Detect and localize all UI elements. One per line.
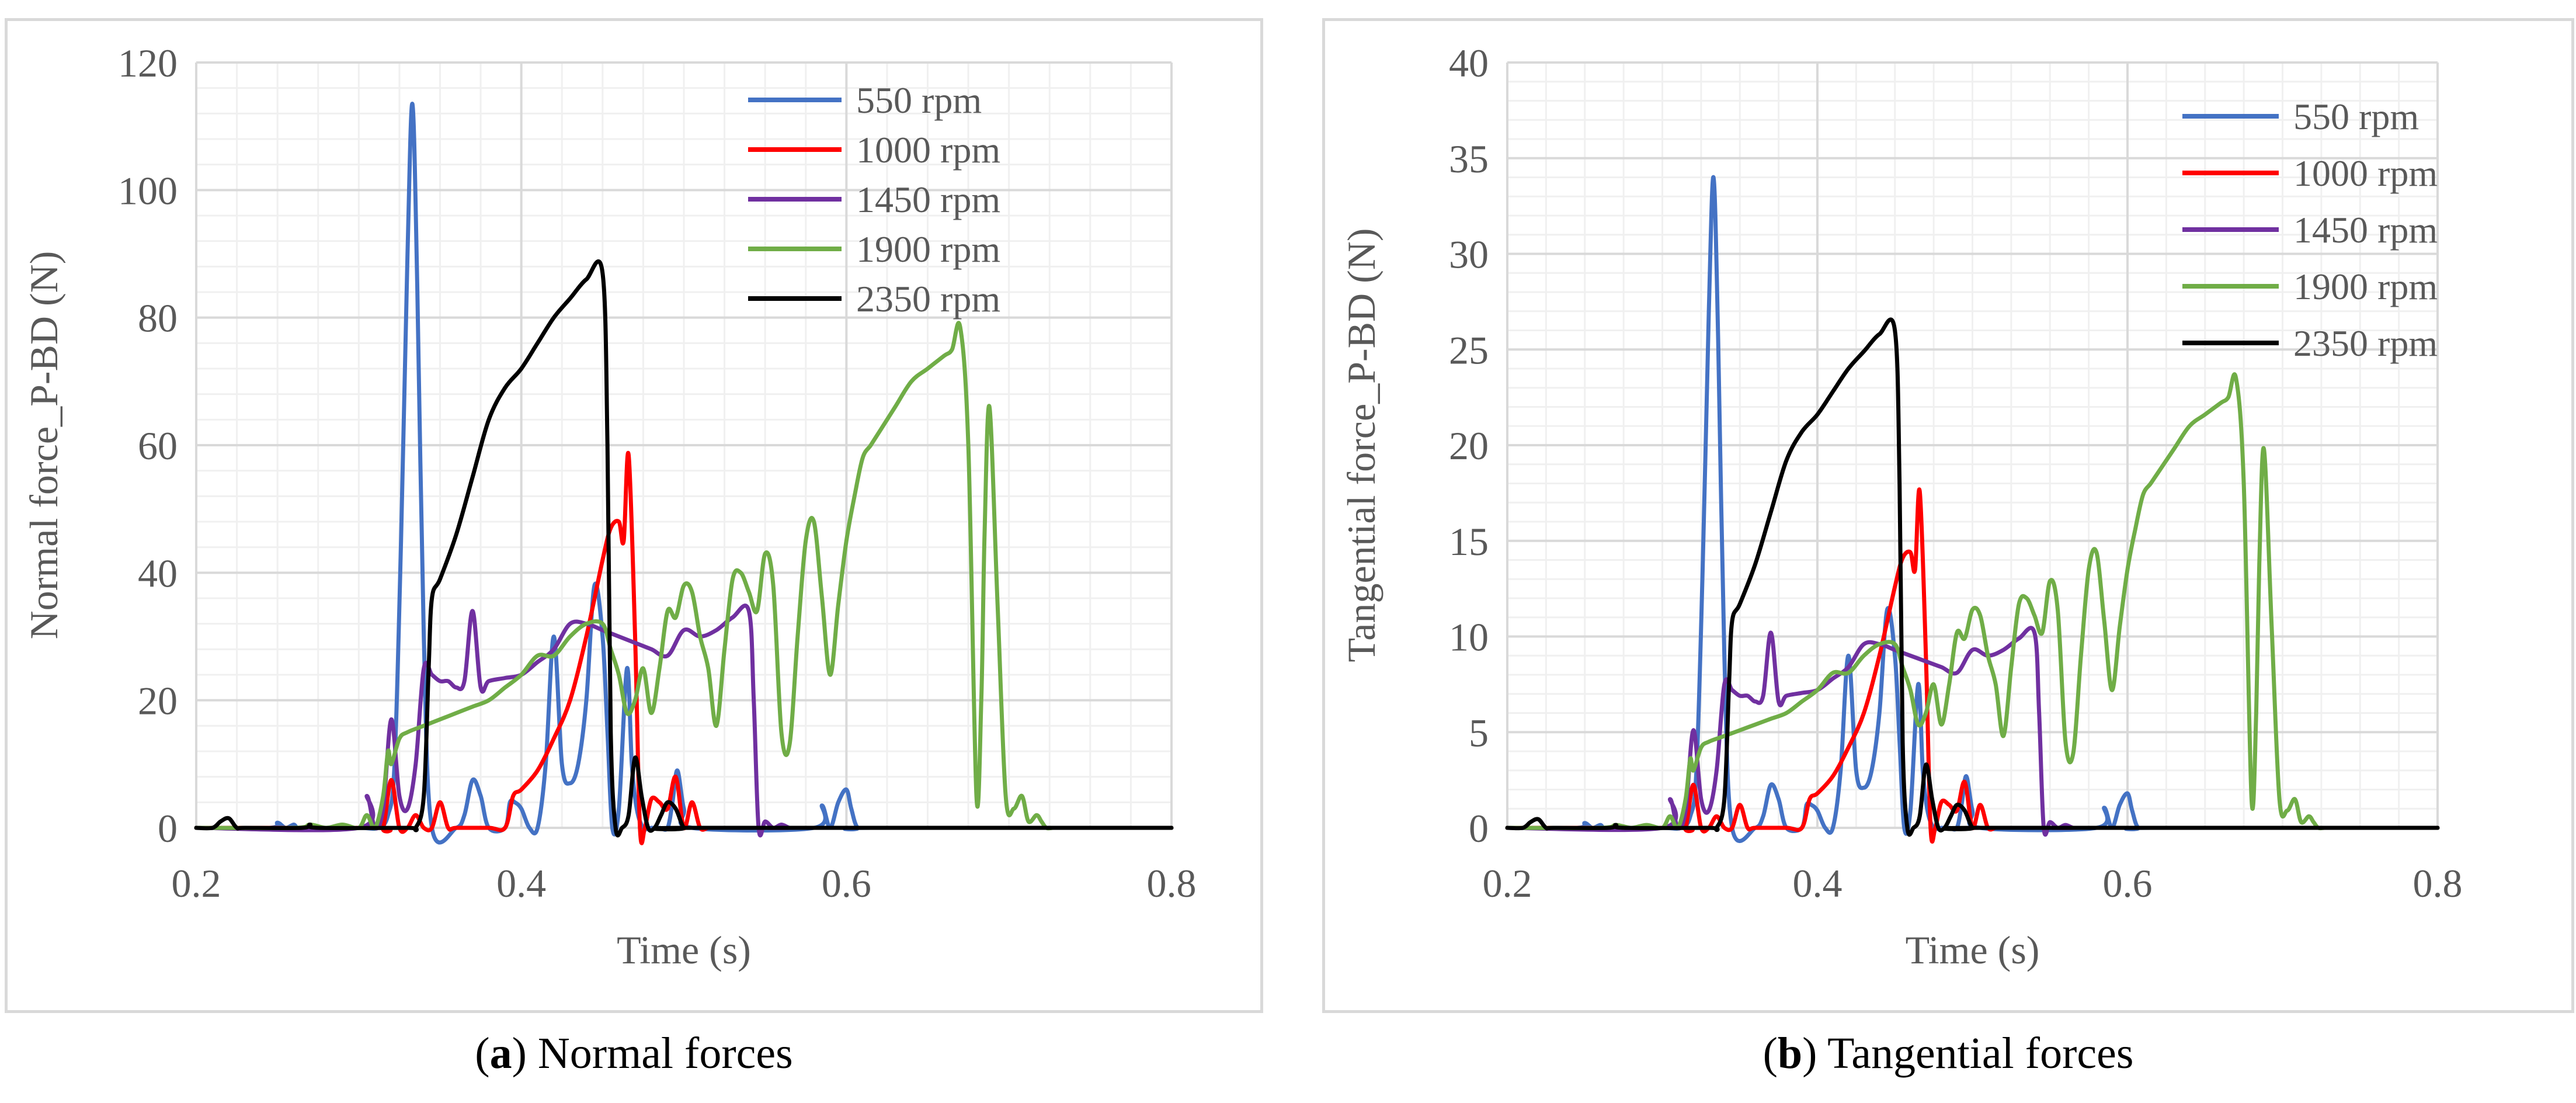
- y-tick-label: 35: [1449, 137, 1489, 181]
- legend-label: 1450 rpm: [2293, 209, 2438, 251]
- gridlines: [195, 61, 1173, 829]
- chart-normal-forces: 0 20 40 60 80 100 120 0.2 0.4 0.6 0.8 Time (s) Norma…: [22, 41, 1197, 972]
- y-tick-label: 10: [1449, 615, 1489, 660]
- legend-label: 2350 rpm: [856, 278, 1000, 320]
- x-tick-label: 0.6: [822, 861, 871, 906]
- series-lines: [194, 102, 1174, 845]
- x-tick-label: 0.6: [2103, 861, 2153, 906]
- caption-text: Normal forces: [526, 1029, 793, 1078]
- caption-letter: a: [489, 1029, 512, 1078]
- series-line-1900-rpm: [1505, 372, 2440, 831]
- y-axis-label: Normal force_P-BD (N): [22, 251, 66, 640]
- x-tick-label: 0.8: [1147, 861, 1197, 906]
- y-tick-label: 40: [138, 551, 178, 595]
- x-tick-label: 0.8: [2413, 861, 2463, 906]
- series-line-2350-rpm: [194, 259, 1174, 838]
- legend-label: 1450 rpm: [856, 179, 1000, 220]
- caption-text: Tangential forces: [1817, 1029, 2134, 1078]
- y-tick-label: 60: [138, 424, 178, 468]
- legend-label: 2350 rpm: [2293, 322, 2438, 364]
- x-tick-label: 0.2: [172, 861, 221, 906]
- legend-label: 1900 rpm: [856, 228, 1000, 270]
- figure-caption-b: (b) Tangential forces: [1762, 1029, 2134, 1078]
- caption-letter: b: [1777, 1029, 1803, 1078]
- y-tick-label: 120: [118, 41, 178, 85]
- x-tick-label: 0.2: [1483, 861, 1532, 906]
- y-tick-label: 5: [1469, 710, 1489, 755]
- y-tick-label: 0: [1469, 806, 1489, 851]
- y-tick-label: 15: [1449, 519, 1489, 564]
- x-axis-label: Time (s): [1906, 928, 2040, 972]
- chart-tangential-forces: 0 5 10 15 20 25 30 35 40 0.2 0.4 0.6 0.8 Time (s) Tang…: [1339, 41, 2463, 972]
- series-line-1450-rpm: [194, 603, 1174, 838]
- legend-label: 550 rpm: [856, 79, 982, 121]
- x-tick-label: 0.4: [1793, 861, 1843, 906]
- y-tick-label: 80: [138, 296, 178, 341]
- figure-caption-a: (a) Normal forces: [475, 1029, 793, 1078]
- legend-label: 1000 rpm: [2293, 152, 2438, 194]
- y-tick-label: 0: [158, 806, 178, 851]
- y-tick-label: 20: [1449, 424, 1489, 468]
- y-tick-label: 40: [1449, 41, 1489, 85]
- x-tick-label: 0.4: [496, 861, 546, 906]
- gridlines: [1506, 61, 2439, 829]
- x-axis-label: Time (s): [617, 928, 751, 972]
- chart-panel-normal-forces: 0 20 40 60 80 100 120 0.2 0.4 0.6 0.8 Time (s) Norma…: [5, 18, 1263, 1013]
- y-axis-label: Tangential force_P-BD (N): [1339, 228, 1383, 663]
- series-lines: [1505, 175, 2440, 844]
- series-line-2350-rpm: [1505, 317, 2440, 837]
- y-tick-label: 30: [1449, 233, 1489, 277]
- y-tick-label: 20: [138, 679, 178, 723]
- y-tick-label: 25: [1449, 328, 1489, 372]
- legend-label: 550 rpm: [2293, 96, 2419, 137]
- legend: 550 rpm 1000 rpm 1450 rpm 1900 rpm 2350 rpm: [2182, 96, 2438, 364]
- legend-label: 1000 rpm: [856, 129, 1000, 171]
- y-tick-label: 100: [118, 168, 178, 213]
- legend-label: 1900 rpm: [2293, 266, 2438, 307]
- chart-panel-tangential-forces: 0 5 10 15 20 25 30 35 40 0.2 0.4 0.6 0.8 Time (s) Tang…: [1322, 18, 2574, 1013]
- legend: 550 rpm 1000 rpm 1450 rpm 1900 rpm 2350 rpm: [748, 79, 1000, 320]
- series-line-1900-rpm: [194, 321, 1174, 831]
